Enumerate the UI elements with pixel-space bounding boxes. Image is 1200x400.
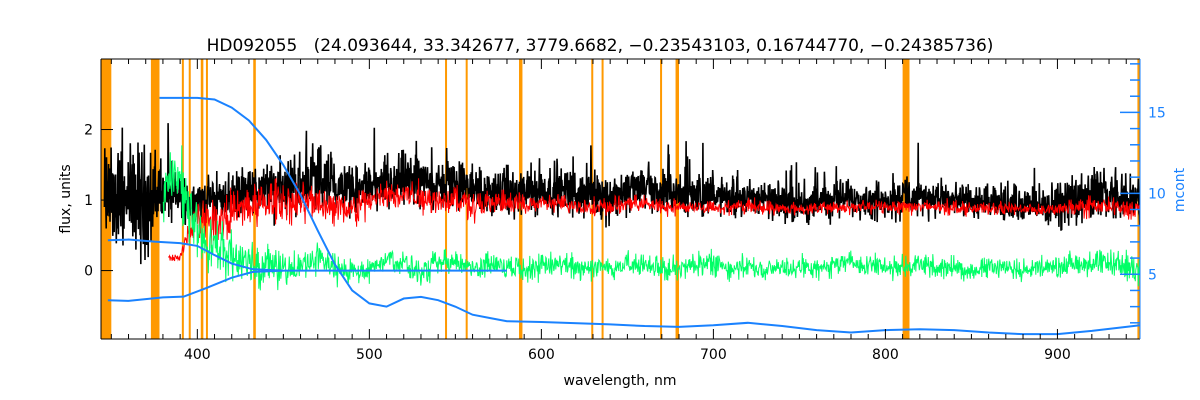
series-model-flux <box>168 177 1141 262</box>
y-axis-label: flux, units <box>58 164 74 233</box>
series-observed-flux <box>103 123 1141 265</box>
chart-title: HD092055 (24.093644, 33.342677, 3779.668… <box>207 36 994 56</box>
x-tick-label: 500 <box>356 347 383 363</box>
y-tick-label: 1 <box>84 193 93 209</box>
y2-tick-label: 5 <box>1148 267 1157 283</box>
continuum-line <box>107 238 507 272</box>
y2-tick-label: 15 <box>1148 105 1166 121</box>
continuum-line <box>107 269 284 302</box>
series-layer <box>103 96 1141 336</box>
x-tick-label: 900 <box>1044 347 1071 363</box>
y-tick-label: 0 <box>84 264 93 280</box>
x-axis-label: wavelength, nm <box>564 373 677 389</box>
axes: 400 500 600 700 800 900 0 1 2 5 10 15 <box>84 58 1166 363</box>
x-tick-label: 600 <box>528 347 555 363</box>
series-residual <box>162 145 1141 291</box>
x-tick-label: 400 <box>184 347 211 363</box>
y2-tick-label: 10 <box>1148 186 1166 202</box>
x-tick-label: 800 <box>872 347 899 363</box>
x-tick-label: 700 <box>700 347 727 363</box>
mcont-curve <box>159 96 1141 336</box>
y2-axis-label: mcont <box>1172 167 1188 212</box>
y-tick-label: 2 <box>84 123 93 139</box>
